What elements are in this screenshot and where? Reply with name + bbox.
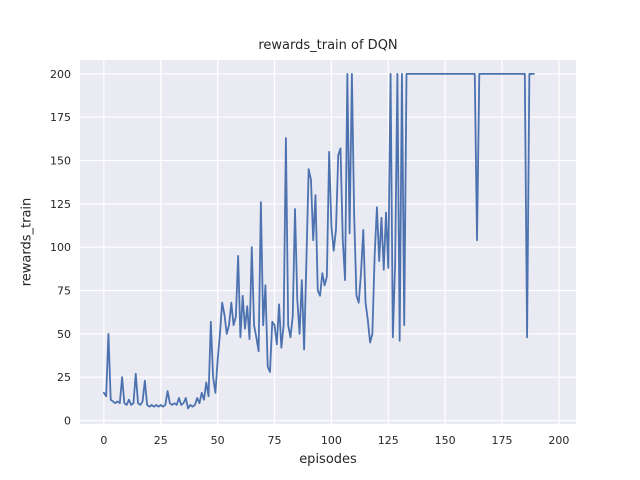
x-axis-label: episodes [299,452,357,467]
x-tick-label-200: 200 [548,434,569,447]
data-line-rewards_train [102,72,535,410]
y-tick-label-150: 150 [50,155,71,168]
x-tick-label-75: 75 [268,434,282,447]
y-tick-label-50: 50 [57,328,71,341]
y-tick-label-0: 0 [64,415,71,428]
x-tick-label-100: 100 [321,434,342,447]
chart-title: rewards_train of DQN [258,38,398,53]
y-tick-label-175: 175 [50,111,71,124]
x-tick-label-25: 25 [154,434,168,447]
x-tick-label-0: 0 [100,434,107,447]
x-tick-label-50: 50 [211,434,225,447]
y-tick-label-125: 125 [50,198,71,211]
y-tick-label-100: 100 [50,241,71,254]
x-tick-label-125: 125 [378,434,399,447]
x-tick-label-150: 150 [435,434,456,447]
y-tick-label-75: 75 [57,285,71,298]
x-tick-label-175: 175 [492,434,513,447]
y-tick-label-25: 25 [57,371,71,384]
y-tick-label-200: 200 [50,68,71,81]
